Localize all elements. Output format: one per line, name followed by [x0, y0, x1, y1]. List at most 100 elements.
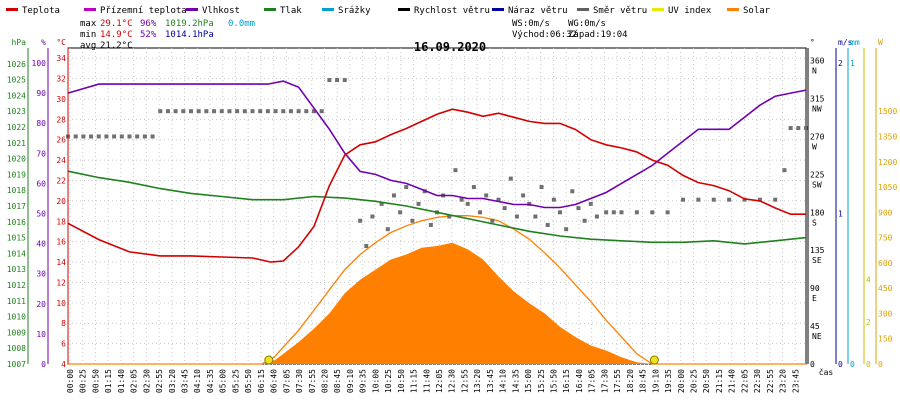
- tick-label-temp: 26: [56, 136, 66, 145]
- wind-direction-point: [370, 214, 375, 219]
- legend-swatch: [186, 8, 198, 11]
- x-tick-label: 15:00: [524, 369, 533, 393]
- tick-label-temp: 6: [61, 340, 66, 349]
- sun-marker: [264, 355, 274, 365]
- tick-label-pct: 30: [36, 270, 46, 279]
- legend-swatch: [84, 8, 96, 11]
- x-tick-label: 21:40: [728, 369, 737, 393]
- tick-label-dir-compass: N: [812, 67, 817, 76]
- tick-label-hpa: 1026: [7, 60, 26, 69]
- tick-label-hpa: 1025: [7, 76, 26, 85]
- x-tick-label: 06:15: [257, 369, 266, 393]
- wind-direction-point: [551, 197, 556, 202]
- x-tick-label: 00:50: [91, 369, 100, 393]
- x-tick-label: 09:10: [346, 369, 355, 393]
- x-tick-label: 00:00: [66, 369, 75, 393]
- wind-direction-point: [521, 193, 526, 198]
- stats-block: max 29.1°C 96% 1019.2hPa 0.0mm min 14.9°C 52% 10…: [80, 19, 628, 51]
- tick-label-dir: 225: [810, 170, 825, 179]
- tick-label-hpa: 1010: [7, 313, 26, 322]
- wind-wg: WG:0m/s: [568, 19, 606, 29]
- series-pressure: [67, 170, 807, 245]
- wind-direction-point: [89, 134, 94, 139]
- wind-direction-point: [588, 201, 593, 206]
- axis-title-w: W: [878, 38, 883, 47]
- series-temperature: [67, 108, 806, 263]
- x-tick-label: 19:35: [664, 369, 673, 393]
- tick-label-pct: 100: [32, 59, 47, 68]
- wind-direction-point: [288, 109, 293, 114]
- legend-label: Teplota: [22, 6, 60, 16]
- x-tick-label: 05:00: [219, 369, 228, 393]
- wind-direction-point: [804, 126, 808, 131]
- x-tick-label: 02:55: [155, 369, 164, 393]
- x-tick-label: 10:25: [384, 369, 393, 393]
- tick-label-pct: 50: [36, 210, 46, 219]
- x-tick-label: 08:45: [333, 369, 342, 393]
- wind-direction-point: [181, 109, 186, 114]
- tick-label-hpa: 1007: [7, 360, 26, 369]
- tick-label-ms: 0: [838, 360, 843, 369]
- wind-direction-point: [335, 78, 340, 83]
- wind-direction-point: [135, 134, 140, 139]
- wind-direction-point: [416, 201, 421, 206]
- axis-title-pct: %: [41, 38, 46, 47]
- tick-label-dir-compass: SW: [812, 180, 822, 189]
- wind-direction-point: [514, 214, 519, 219]
- wind-direction-point: [242, 109, 247, 114]
- tick-label-hpa: 1019: [7, 170, 26, 179]
- wind-direction-point: [81, 134, 86, 139]
- x-tick-label: 20:50: [702, 369, 711, 393]
- x-tick-label: 07:55: [308, 369, 317, 393]
- wind-direction-point: [296, 109, 301, 114]
- x-tick-label: 13:45: [486, 369, 495, 393]
- tick-label-hpa: 1008: [7, 344, 26, 353]
- wind-direction-point: [104, 134, 109, 139]
- wind-direction-point: [576, 206, 581, 211]
- wind-direction-point: [634, 210, 639, 215]
- tick-label-temp: 18: [56, 217, 66, 226]
- tick-label-pct: 0: [41, 360, 46, 369]
- axis-title-temp: °C: [56, 38, 66, 47]
- wind-direction-point: [312, 109, 316, 114]
- sun-marker: [649, 355, 659, 365]
- legend-label: Tlak: [280, 6, 302, 16]
- tick-label-hpa: 1015: [7, 234, 26, 243]
- legend-swatch: [727, 8, 739, 11]
- wind-direction-point: [545, 222, 550, 227]
- wind-direction-point: [619, 210, 624, 215]
- legend-label: Rychlost větru: [414, 6, 490, 16]
- tick-label-temp: 10: [56, 299, 66, 308]
- wind-direction-point: [496, 197, 501, 202]
- wind-direction-point: [453, 168, 458, 173]
- tick-label-temp: 22: [56, 177, 66, 186]
- wind-direction-point: [796, 126, 801, 131]
- wind-direction-point: [604, 210, 609, 215]
- stat-min-temp: 14.9°C: [100, 30, 133, 40]
- x-tick-label: 14:10: [499, 369, 508, 393]
- x-tick-label: 06:40: [270, 369, 279, 393]
- tick-label-pct: 80: [36, 119, 46, 128]
- wind-direction-point: [459, 197, 464, 202]
- tick-label-mm: 0: [850, 360, 855, 369]
- legend-swatch: [6, 8, 18, 11]
- sunrise: Východ:06:32: [512, 30, 577, 40]
- x-tick-label: 01:15: [104, 369, 113, 393]
- x-tick-label: 05:25: [231, 369, 240, 393]
- wind-direction-point: [502, 206, 507, 211]
- wind-direction-point: [258, 109, 263, 114]
- tick-label-w: 300: [878, 309, 893, 318]
- wind-direction-point: [410, 218, 415, 223]
- x-tick-label: 05:50: [244, 369, 253, 393]
- wind-direction-point: [119, 134, 124, 139]
- axis-title-ms: m/s: [838, 38, 853, 47]
- tick-label-hpa: 1014: [7, 249, 26, 258]
- tick-label-pct: 10: [36, 330, 46, 339]
- wind-direction-point: [327, 78, 332, 83]
- wind-direction-point: [782, 168, 787, 173]
- tick-label-dir: 315: [810, 95, 825, 104]
- wind-direction-point: [158, 109, 163, 114]
- wind-direction-point: [533, 214, 538, 219]
- tick-label-temp: 32: [56, 75, 66, 84]
- wind-direction-point: [727, 197, 732, 202]
